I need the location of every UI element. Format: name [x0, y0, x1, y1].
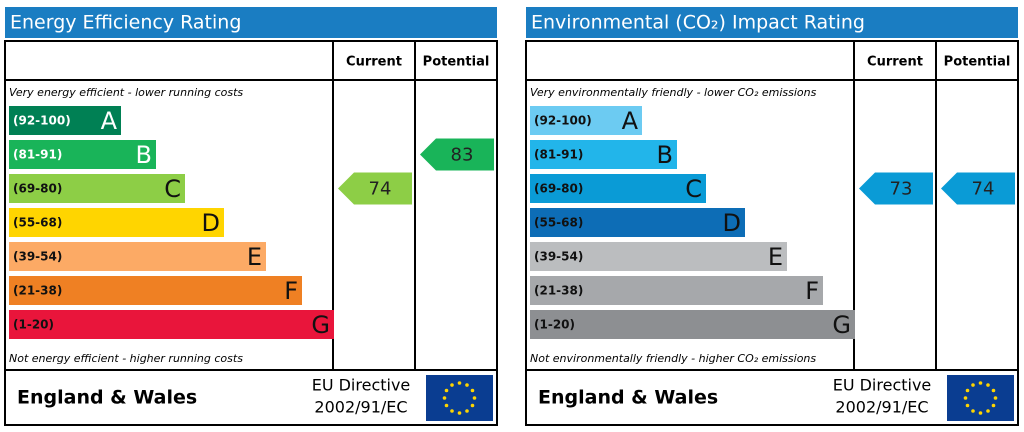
directive-label: 2002/91/EC: [314, 398, 407, 417]
directive-label: 2002/91/EC: [835, 398, 928, 417]
band-range: (92-100): [534, 114, 592, 128]
band-range: (21-38): [13, 284, 62, 298]
panel-frame: [4, 40, 498, 426]
flag-star: [470, 388, 475, 393]
rating-panel: Energy Efficiency Rating Current Potential…: [4, 7, 498, 426]
rating-band: [530, 140, 677, 169]
rating-arrow: [338, 172, 412, 205]
flag-star: [457, 411, 462, 415]
directive-label: EU Directive: [833, 376, 932, 395]
panel-title: Environmental (CO₂) Impact Rating: [531, 12, 865, 34]
band-letter: B: [136, 141, 152, 169]
top-note: Very energy efficient - lower running co…: [9, 86, 243, 99]
flag-star: [986, 409, 990, 413]
flag-star: [470, 403, 475, 408]
flag-star: [965, 388, 970, 393]
flag-star: [971, 383, 975, 387]
rating-value: 73: [890, 179, 913, 200]
title-bar: [526, 7, 1018, 38]
band-letter: G: [832, 311, 851, 339]
directive-label: EU Directive: [312, 376, 411, 395]
band-letter: E: [247, 243, 262, 271]
band-range: (1-20): [13, 318, 54, 332]
rating-value: 74: [972, 179, 995, 200]
flag-star: [986, 383, 990, 387]
rating-arrow: [941, 172, 1015, 205]
bottom-note: Not environmentally friendly - higher CO…: [530, 352, 816, 365]
rating-arrow: [859, 172, 933, 205]
band-letter: A: [622, 107, 639, 135]
flag-star: [963, 396, 968, 400]
panel-title: Energy Efficiency Rating: [10, 12, 241, 34]
rating-panel: Environmental (CO₂) Impact Rating Current…: [525, 7, 1019, 426]
band-range: (69-80): [13, 182, 62, 196]
flag-star: [978, 381, 983, 385]
band-range: (81-91): [534, 148, 583, 162]
flag-star: [444, 388, 449, 393]
flag-star: [442, 396, 447, 400]
top-note: Very environmentally friendly - lower CO…: [530, 86, 817, 99]
rating-band: [530, 106, 642, 135]
band-range: (55-68): [13, 216, 62, 230]
panel-frame: [525, 40, 1019, 426]
rating-band: [530, 174, 706, 203]
band-range: (81-91): [13, 148, 62, 162]
band-range: (39-54): [534, 250, 583, 264]
band-range: (21-38): [534, 284, 583, 298]
rating-band: [9, 242, 266, 271]
rating-value: 74: [369, 179, 392, 200]
rating-band: [9, 276, 302, 305]
flag-star: [457, 381, 462, 385]
rating-band: [9, 208, 224, 237]
column-header: Potential: [944, 55, 1011, 70]
flag-star: [450, 383, 454, 387]
flag-star: [444, 403, 449, 408]
rating-band: [530, 310, 855, 339]
rating-band: [9, 140, 156, 169]
rating-band: [530, 208, 745, 237]
band-range: (92-100): [13, 114, 71, 128]
band-letter: A: [101, 107, 118, 135]
band-letter: F: [805, 277, 819, 305]
rating-band: [530, 276, 823, 305]
rating-value: 83: [451, 145, 474, 166]
flag-star: [991, 403, 996, 408]
band-letter: D: [723, 209, 741, 237]
flag-star: [465, 409, 469, 413]
flag-star: [978, 411, 983, 415]
column-header: Potential: [423, 55, 490, 70]
flag-star: [965, 403, 970, 408]
flag-star: [450, 409, 454, 413]
band-letter: D: [202, 209, 220, 237]
band-range: (55-68): [534, 216, 583, 230]
band-letter: C: [164, 175, 181, 203]
band-range: (39-54): [13, 250, 62, 264]
bottom-note: Not energy efficient - higher running co…: [9, 352, 243, 365]
band-letter: E: [768, 243, 783, 271]
region-label: England & Wales: [538, 387, 718, 409]
rating-band: [530, 242, 787, 271]
column-header: Current: [346, 55, 402, 70]
flag-star: [991, 388, 996, 393]
band-letter: B: [657, 141, 673, 169]
flag-star: [971, 409, 975, 413]
flag-star: [993, 396, 998, 400]
flag-star: [465, 383, 469, 387]
band-range: (1-20): [534, 318, 575, 332]
band-letter: G: [311, 311, 330, 339]
band-letter: F: [284, 277, 298, 305]
band-letter: C: [685, 175, 702, 203]
rating-band: [9, 106, 121, 135]
rating-band: [9, 310, 334, 339]
band-range: (69-80): [534, 182, 583, 196]
rating-arrow: [420, 138, 494, 171]
title-bar: [5, 7, 497, 38]
region-label: England & Wales: [17, 387, 197, 409]
rating-band: [9, 174, 185, 203]
flag-star: [472, 396, 477, 400]
column-header: Current: [867, 55, 923, 70]
